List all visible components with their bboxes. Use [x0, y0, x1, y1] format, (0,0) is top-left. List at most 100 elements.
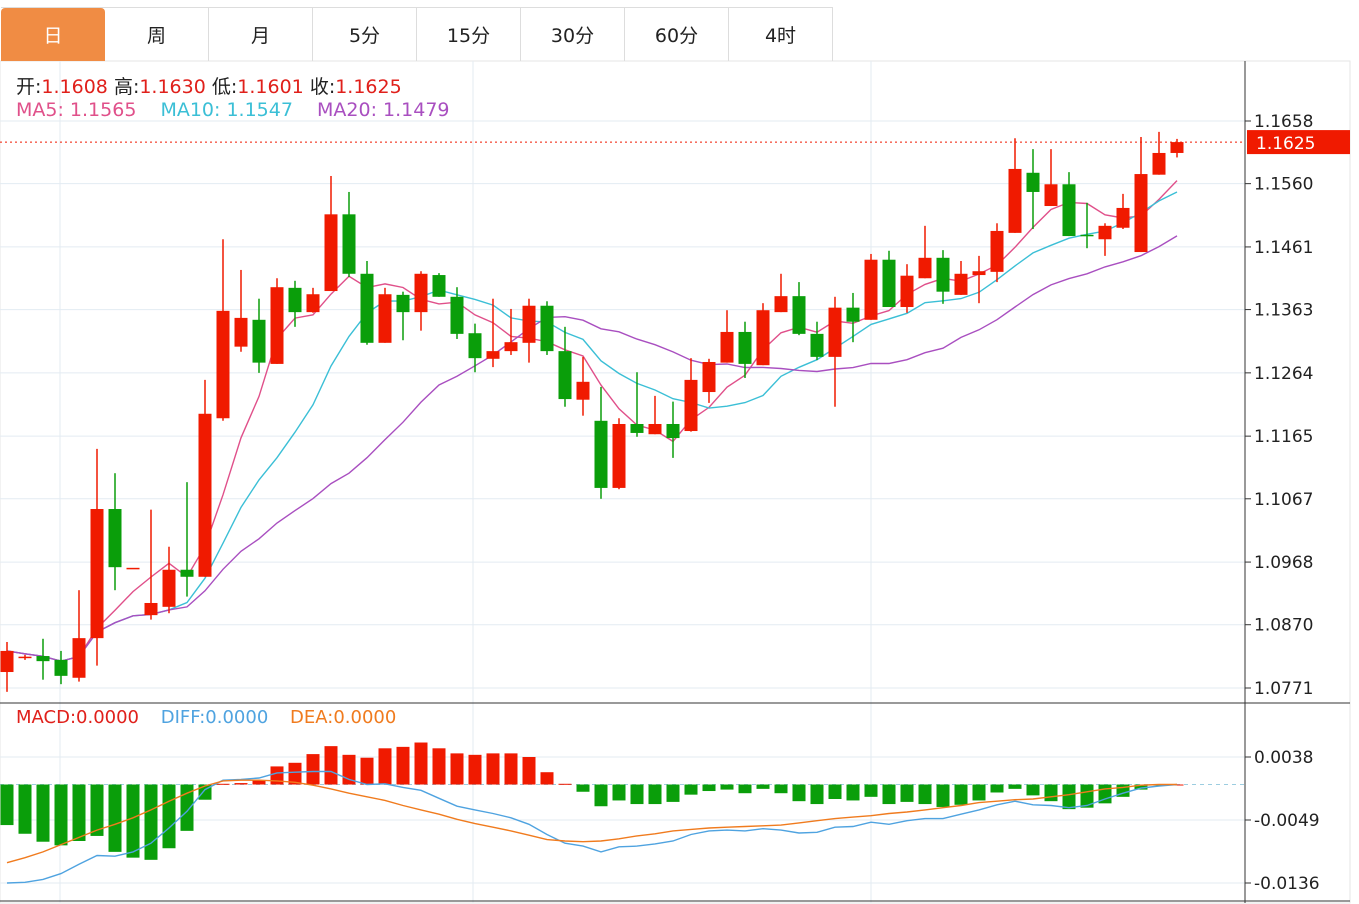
ma-legend: MA5: 1.1565 MA10: 1.1547 MA20: 1.1479 — [16, 99, 450, 121]
candle-body — [450, 296, 464, 334]
tab-day[interactable]: 日 — [1, 8, 105, 61]
candle-body — [1116, 207, 1130, 228]
last-price-label: 1.1625 — [1256, 134, 1315, 154]
candle — [864, 253, 878, 320]
y-tick-label: 1.0771 — [1254, 679, 1313, 699]
candle-body — [900, 275, 914, 308]
candle-body — [846, 307, 860, 322]
low-label: 低: — [211, 76, 238, 98]
candle-body — [612, 423, 626, 488]
candle-body — [324, 214, 338, 292]
low-value: 1.1601 — [237, 76, 304, 98]
macd-bar — [72, 784, 86, 841]
tab-4hour[interactable]: 4时 — [729, 8, 833, 61]
candle-body — [108, 509, 122, 568]
macd-bar — [702, 784, 716, 792]
candle-body — [234, 317, 248, 347]
candle — [486, 298, 500, 368]
ma10-legend: MA10: 1.1547 — [160, 99, 293, 121]
ma20-line — [6, 235, 1178, 662]
candle — [378, 287, 392, 343]
candle-body — [0, 650, 14, 673]
candle-body — [396, 294, 410, 313]
macd-bar — [504, 753, 518, 785]
macd-y-tick-label: -0.0136 — [1254, 874, 1320, 894]
candle — [954, 260, 968, 295]
candle — [936, 250, 950, 304]
macd-bar — [54, 784, 68, 846]
candle — [558, 326, 572, 407]
candle — [1062, 172, 1076, 237]
candle — [990, 223, 1004, 283]
macd-bar — [0, 784, 14, 826]
macd-bar — [954, 784, 968, 805]
macd-bar — [468, 754, 482, 785]
macd-bar — [324, 746, 338, 785]
candle — [324, 175, 338, 292]
candle-body — [936, 257, 950, 292]
candle-body — [216, 310, 230, 419]
macd-bar — [288, 762, 302, 785]
candle-body — [36, 656, 50, 662]
candle-body — [648, 423, 662, 435]
candle-body — [72, 638, 86, 678]
candle — [702, 358, 716, 403]
candle — [900, 264, 914, 313]
candle — [414, 271, 428, 331]
candle-body — [306, 294, 320, 313]
candle-body — [1026, 172, 1040, 192]
tab-month[interactable]: 月 — [209, 8, 313, 61]
ma20-legend: MA20: 1.1479 — [317, 99, 450, 121]
candle-body — [882, 259, 896, 308]
candle-body — [1044, 184, 1058, 207]
candle — [396, 291, 410, 341]
candle-body — [576, 381, 590, 400]
candle — [1134, 136, 1148, 253]
candle-body — [468, 333, 482, 359]
dea-value: 0.0000 — [333, 707, 397, 728]
macd-bar — [756, 784, 770, 789]
macd-bar — [108, 784, 122, 852]
candle — [162, 546, 176, 614]
candle-body — [252, 319, 266, 363]
candle-body — [1062, 184, 1076, 237]
macd-bar — [252, 780, 266, 785]
macd-bar — [378, 748, 392, 785]
macd-histogram — [0, 742, 1184, 860]
tab-30min[interactable]: 30分 — [521, 8, 625, 61]
candle — [738, 321, 752, 378]
macd-bar — [558, 783, 572, 785]
macd-bar — [774, 784, 788, 794]
candle-body — [504, 342, 518, 352]
candle-body — [1170, 142, 1184, 153]
macd-bar — [342, 754, 356, 785]
high-label: 高: — [113, 76, 140, 98]
chart-frame — [0, 60, 1351, 904]
candle — [684, 358, 698, 432]
candle — [126, 567, 140, 570]
tab-week[interactable]: 周 — [105, 8, 209, 61]
macd-bar — [900, 784, 914, 802]
candle-body — [756, 310, 770, 366]
candle — [360, 260, 374, 345]
candle-body — [810, 333, 824, 357]
macd-bar — [522, 757, 536, 785]
candlesticks — [0, 131, 1184, 692]
candle-body — [972, 271, 986, 276]
candle-body — [1098, 225, 1112, 240]
price-axis: 1.1658 1.1560 1.1461 1.1363 1.1264 1.1165 1.10… — [0, 61, 1350, 903]
ma5-legend: MA5: 1.1565 — [16, 99, 137, 121]
candle-body — [198, 413, 212, 577]
macd-bar — [180, 784, 194, 831]
tab-15min[interactable]: 15分 — [417, 8, 521, 61]
candle — [234, 269, 248, 352]
tab-5min[interactable]: 5分 — [313, 8, 417, 61]
candle — [810, 321, 824, 361]
candle — [1152, 131, 1166, 175]
candle — [774, 273, 788, 313]
candle — [972, 255, 986, 304]
diff-label: DIFF: — [160, 707, 206, 728]
candle — [72, 590, 86, 682]
tab-60min[interactable]: 60分 — [625, 8, 729, 61]
